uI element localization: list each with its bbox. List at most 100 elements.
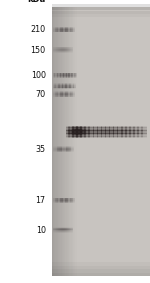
- Bar: [91, 127, 92, 128]
- Bar: [67, 151, 68, 152]
- Bar: [54, 76, 55, 77]
- Bar: [66, 201, 67, 202]
- Bar: [55, 151, 56, 152]
- Bar: [69, 73, 70, 74]
- Bar: [65, 91, 66, 92]
- Bar: [141, 134, 143, 135]
- Bar: [117, 136, 118, 137]
- Bar: [59, 147, 60, 148]
- Bar: [84, 126, 85, 127]
- Bar: [120, 136, 121, 137]
- Bar: [62, 86, 63, 87]
- Bar: [100, 133, 102, 134]
- Bar: [119, 129, 120, 130]
- Bar: [57, 74, 58, 75]
- Bar: [62, 85, 63, 86]
- Bar: [93, 137, 94, 138]
- Bar: [122, 133, 123, 134]
- Bar: [120, 129, 121, 130]
- Bar: [65, 84, 66, 85]
- Bar: [86, 133, 87, 134]
- Bar: [132, 129, 133, 130]
- Bar: [118, 135, 119, 136]
- Bar: [105, 136, 106, 137]
- Bar: [100, 134, 102, 135]
- Bar: [133, 132, 134, 133]
- Bar: [83, 129, 84, 130]
- Bar: [124, 134, 125, 135]
- Bar: [117, 127, 118, 128]
- Bar: [131, 136, 132, 137]
- Bar: [69, 199, 70, 200]
- Bar: [139, 135, 140, 136]
- Bar: [109, 133, 110, 134]
- Bar: [67, 149, 68, 150]
- Bar: [96, 129, 98, 130]
- Bar: [72, 232, 73, 233]
- Bar: [53, 230, 54, 231]
- Bar: [69, 227, 70, 228]
- Bar: [105, 132, 106, 133]
- Bar: [72, 87, 73, 88]
- Bar: [71, 31, 72, 32]
- Bar: [64, 50, 65, 51]
- Bar: [64, 151, 65, 152]
- Bar: [59, 27, 60, 28]
- Bar: [59, 230, 60, 231]
- Bar: [62, 231, 63, 232]
- Bar: [73, 29, 74, 30]
- Bar: [72, 91, 73, 92]
- Bar: [63, 84, 64, 85]
- Bar: [56, 198, 57, 199]
- Bar: [72, 29, 73, 30]
- Bar: [119, 126, 120, 127]
- Bar: [137, 127, 138, 128]
- Bar: [66, 84, 67, 85]
- Bar: [61, 76, 62, 77]
- Bar: [63, 27, 64, 28]
- Bar: [86, 129, 87, 130]
- Bar: [74, 92, 75, 93]
- Bar: [70, 132, 71, 133]
- Bar: [68, 148, 69, 149]
- Bar: [88, 135, 89, 136]
- Bar: [63, 148, 64, 149]
- Bar: [80, 134, 81, 135]
- Bar: [65, 83, 66, 84]
- Bar: [146, 127, 147, 128]
- Bar: [117, 134, 118, 135]
- Bar: [55, 87, 56, 88]
- Bar: [67, 129, 68, 130]
- Bar: [74, 135, 75, 136]
- Bar: [136, 134, 137, 135]
- Bar: [104, 131, 105, 132]
- Bar: [96, 133, 98, 134]
- Bar: [57, 76, 58, 77]
- Bar: [73, 136, 74, 137]
- Bar: [75, 126, 76, 127]
- Bar: [68, 95, 69, 96]
- Bar: [52, 7, 150, 10]
- Bar: [54, 88, 55, 89]
- Bar: [78, 136, 79, 137]
- Bar: [69, 148, 70, 149]
- Bar: [72, 134, 74, 135]
- Bar: [126, 133, 127, 134]
- Bar: [58, 48, 59, 49]
- Bar: [123, 137, 124, 138]
- Bar: [57, 94, 58, 95]
- Bar: [55, 201, 56, 202]
- Bar: [125, 136, 126, 137]
- Bar: [81, 134, 82, 135]
- Bar: [140, 133, 141, 134]
- Bar: [66, 198, 67, 199]
- Bar: [61, 32, 62, 33]
- Bar: [71, 94, 72, 95]
- Bar: [59, 148, 60, 149]
- Bar: [75, 74, 76, 75]
- Bar: [72, 92, 73, 93]
- Bar: [119, 126, 120, 127]
- Bar: [84, 136, 85, 137]
- Bar: [60, 52, 61, 53]
- Bar: [57, 149, 58, 150]
